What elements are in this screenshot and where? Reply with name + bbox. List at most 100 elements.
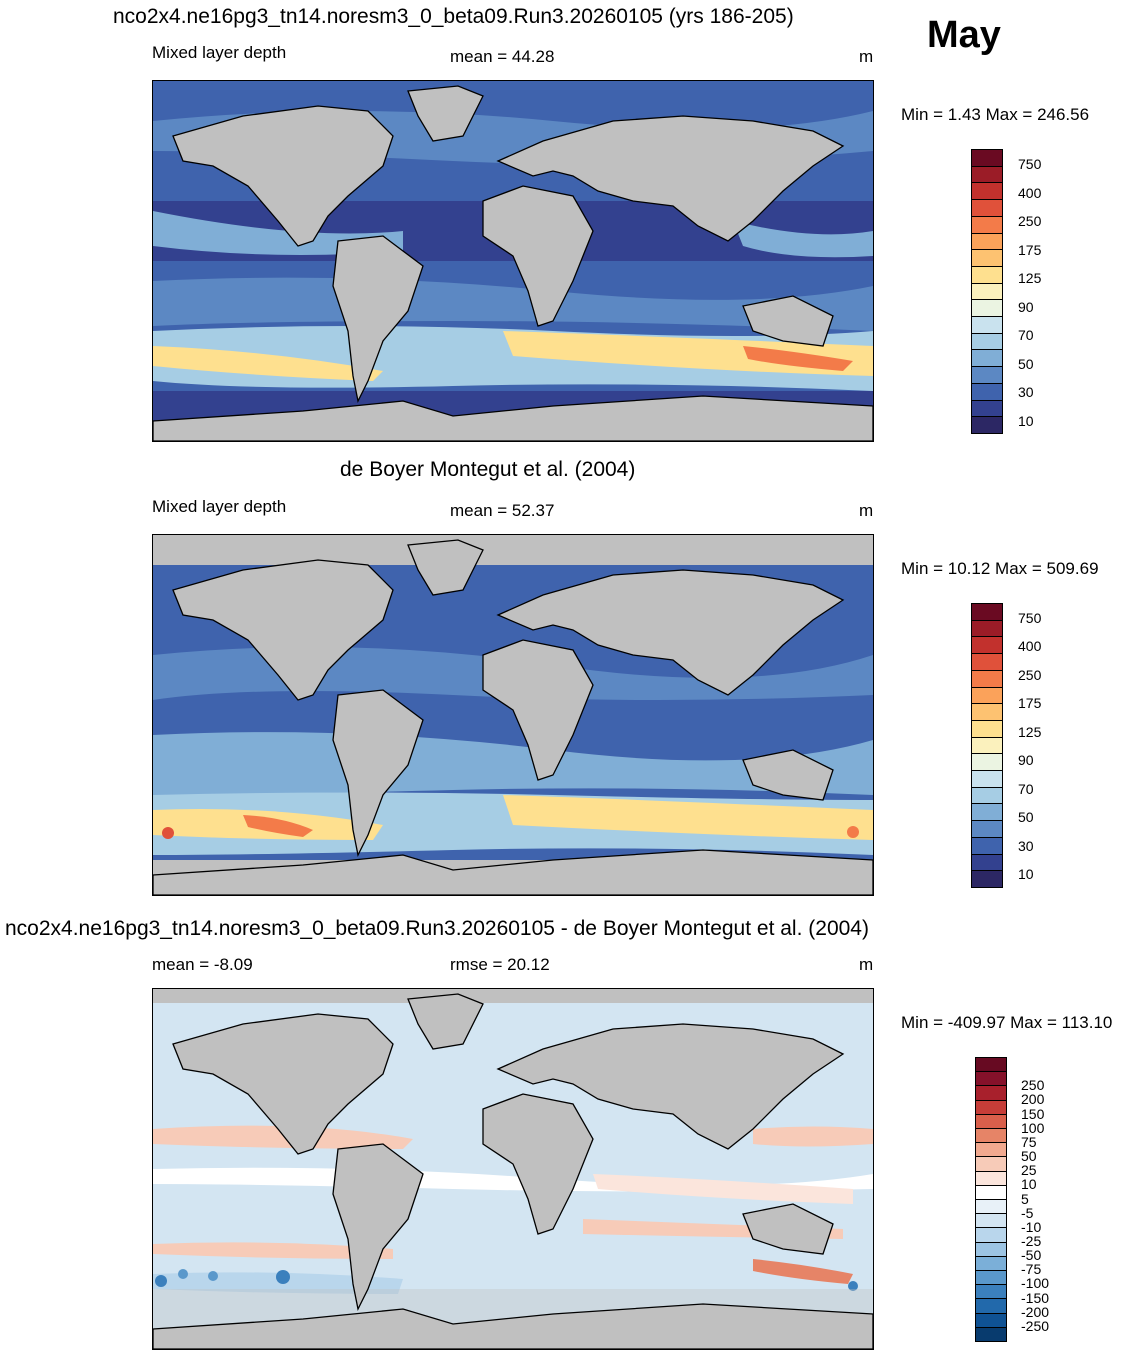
panel3-rmse: rmse = 20.12 [450, 955, 550, 974]
panel2-units: m [859, 501, 874, 520]
colorbar-swatch [972, 604, 1002, 620]
colorbar-swatch [976, 1213, 1006, 1228]
month-label: May [927, 14, 1001, 56]
panel3-colorbar-label: -10 [1021, 1218, 1042, 1235]
colorbar-swatch [972, 282, 1002, 300]
colorbar-swatch [976, 1255, 1006, 1270]
panel3-colorbar-label: -250 [1021, 1317, 1050, 1334]
panel2-colorbar-label: 90 [1018, 752, 1034, 768]
colorbar-swatch [972, 215, 1002, 233]
colorbar-swatch [976, 1241, 1006, 1256]
panel3-colorbar-label: -5 [1021, 1204, 1034, 1221]
colorbar-swatch [972, 653, 1002, 670]
panel1-colorbar-label: 10 [1018, 413, 1034, 429]
colorbar-swatch [972, 870, 1002, 887]
colorbar-swatch [976, 1269, 1006, 1285]
colorbar-swatch [976, 1326, 1006, 1341]
colorbar-swatch [972, 786, 1002, 804]
colorbar-swatch [972, 853, 1002, 871]
panel1-colorbar [971, 149, 1003, 434]
panel2-colorbar-label: 50 [1018, 809, 1034, 825]
colorbar-swatch [976, 1170, 1006, 1185]
colorbar-swatch [972, 165, 1002, 183]
colorbar-swatch [972, 619, 1002, 637]
colorbar-swatch [976, 1099, 1006, 1114]
colorbar-swatch [976, 1198, 1006, 1214]
colorbar-swatch [972, 299, 1002, 317]
panel2-colorbar-label: 750 [1018, 610, 1042, 626]
panel3-mean: mean = -8.09 [152, 955, 253, 974]
panel1-mean: mean = 44.28 [450, 47, 555, 66]
colorbar-swatch [972, 199, 1002, 216]
colorbar-swatch [972, 703, 1002, 720]
panel2-variable: Mixed layer depth [152, 497, 287, 516]
panel3-colorbar-label: -75 [1021, 1261, 1042, 1278]
colorbar-swatch [976, 1298, 1006, 1313]
colorbar-swatch [972, 232, 1002, 250]
colorbar-swatch [972, 265, 1002, 283]
colorbar-swatch [972, 332, 1002, 350]
colorbar-swatch [972, 820, 1002, 837]
colorbar-swatch [972, 636, 1002, 654]
colorbar-swatch [972, 719, 1002, 737]
panel1-colorbar-label: 90 [1018, 299, 1034, 315]
colorbar-swatch [976, 1127, 1006, 1143]
panel3-colorbar-label: 5 [1021, 1190, 1029, 1207]
panel3-colorbar-label: 100 [1021, 1119, 1045, 1136]
panel3-map [152, 988, 874, 1350]
colorbar-swatch [976, 1085, 1006, 1100]
panel3-colorbar-label: 200 [1021, 1091, 1045, 1108]
panel3-colorbar-label: -150 [1021, 1289, 1050, 1306]
colorbar-swatch [976, 1057, 1006, 1072]
panel3-colorbar-label: -200 [1021, 1303, 1050, 1320]
panel2-colorbar-label: 10 [1018, 866, 1034, 882]
panel1-colorbar-label: 70 [1018, 327, 1034, 343]
figure-title: nco2x4.ne16pg3_tn14.noresm3_0_beta09.Run… [113, 5, 794, 28]
colorbar-swatch [972, 366, 1002, 383]
panel2-colorbar-label: 70 [1018, 781, 1034, 797]
colorbar-swatch [976, 1312, 1006, 1327]
panel3-colorbar-label: 250 [1021, 1077, 1045, 1094]
colorbar-swatch [972, 803, 1002, 821]
colorbar-swatch [972, 836, 1002, 854]
panel2-minmax: Min = 10.12 Max = 509.69 [901, 559, 1099, 578]
panel1-colorbar-label: 30 [1018, 384, 1034, 400]
colorbar-swatch [976, 1227, 1006, 1242]
panel1-colorbar-label: 400 [1018, 185, 1042, 201]
panel3-colorbar-label: 50 [1021, 1148, 1037, 1165]
colorbar-swatch [976, 1113, 1006, 1128]
panel3-minmax: Min = -409.97 Max = 113.10 [901, 1013, 1113, 1032]
panel2-colorbar-label: 175 [1018, 695, 1042, 711]
colorbar-swatch [972, 349, 1002, 367]
panel1-colorbar-label: 750 [1018, 156, 1042, 172]
panel2-colorbar-label: 30 [1018, 838, 1034, 854]
colorbar-swatch [972, 416, 1002, 433]
panel3-colorbar-label: 150 [1021, 1105, 1045, 1122]
panel3-units: m [859, 955, 874, 974]
panel2-heading: de Boyer Montegut et al. (2004) [340, 458, 636, 481]
panel1-minmax: Min = 1.43 Max = 246.56 [901, 105, 1090, 124]
panel1-map [152, 80, 874, 442]
panel1-variable: Mixed layer depth [152, 43, 287, 62]
colorbar-swatch [976, 1071, 1006, 1086]
panel1-colorbar-label: 50 [1018, 356, 1034, 372]
panel3-colorbar-label: 75 [1021, 1133, 1037, 1150]
panel1-colorbar-label: 175 [1018, 242, 1042, 258]
colorbar-swatch [972, 686, 1002, 704]
panel2-map [152, 534, 874, 896]
colorbar-swatch [972, 150, 1002, 166]
panel2-colorbar [971, 603, 1003, 888]
panel3-heading: nco2x4.ne16pg3_tn14.noresm3_0_beta09.Run… [5, 917, 869, 940]
panel2-mean: mean = 52.37 [450, 501, 555, 520]
colorbar-swatch [972, 770, 1002, 787]
colorbar-swatch [972, 399, 1002, 417]
panel3-colorbar-label: -25 [1021, 1232, 1042, 1249]
panel1-units: m [859, 47, 874, 66]
panel2-colorbar-label: 400 [1018, 638, 1042, 654]
colorbar-swatch [972, 736, 1002, 754]
panel1-colorbar-label: 125 [1018, 270, 1042, 286]
panel2-colorbar-label: 250 [1018, 667, 1042, 683]
panel3-colorbar-label: 10 [1021, 1176, 1037, 1193]
colorbar-swatch [976, 1184, 1006, 1199]
panel3-colorbar-label: -100 [1021, 1275, 1050, 1292]
